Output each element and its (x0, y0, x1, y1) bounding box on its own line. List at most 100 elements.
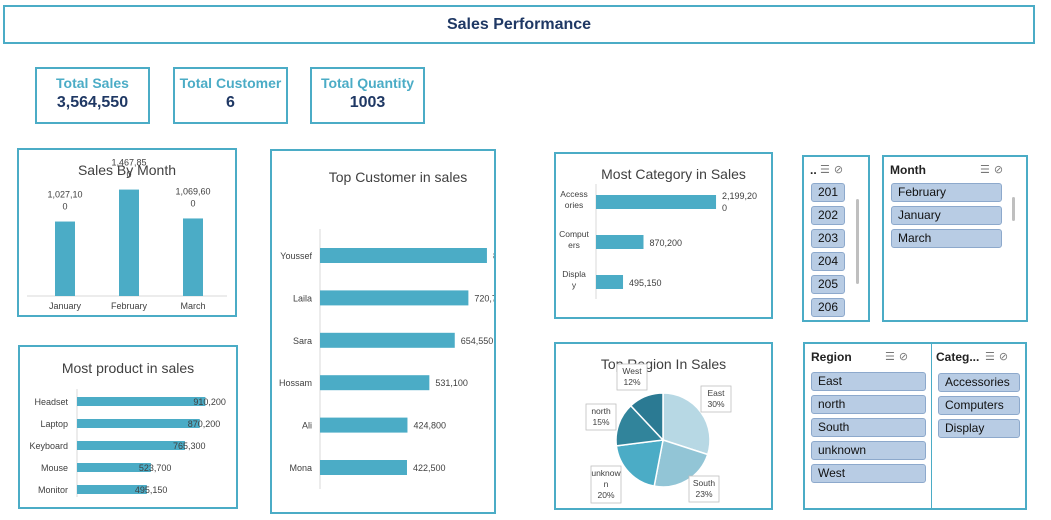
bar-mouse (77, 463, 151, 472)
slicer-item-year[interactable]: 203 (811, 229, 845, 248)
slicer-item-year[interactable]: 205 (811, 275, 845, 294)
chart-title: Most product in sales (61, 360, 195, 376)
bar-february (119, 189, 139, 296)
data-label-box (585, 403, 617, 431)
bar-category (596, 235, 644, 249)
slicer-toolbar: ☰⊘ (885, 350, 912, 363)
bar-hossam (320, 375, 430, 391)
slicer-scrollbar[interactable] (1012, 197, 1015, 221)
slicer-item-region[interactable]: West (811, 464, 926, 483)
multi-select-icon[interactable]: ☰ (885, 351, 899, 363)
slicer-header: .. (810, 163, 817, 177)
tick-label: March (180, 301, 205, 311)
clear-filter-icon[interactable]: ⊘ (993, 164, 1008, 176)
clear-filter-icon[interactable]: ⊘ (833, 164, 848, 176)
most-category-chart[interactable]: Most Category in Sales Access ories 2,199,… (554, 152, 773, 319)
sales-by-month-svg: 1,027,10 0 January 1,467,85 0 February 1,069,6… (27, 158, 227, 311)
bar-january (55, 221, 75, 296)
slicer-item-year[interactable]: 204 (811, 252, 845, 271)
tick-label: Ali (302, 421, 312, 431)
slicer-divider (931, 344, 932, 508)
data-label: 910,200 (193, 397, 226, 407)
kpi-value: 6 (226, 94, 235, 111)
clear-filter-icon[interactable]: ⊘ (998, 351, 1013, 363)
tick-label: Monitor (38, 485, 68, 495)
slicer-header: Month (890, 163, 926, 177)
kpi-value: 1003 (349, 94, 386, 111)
tick-label: Youssef (280, 251, 312, 261)
slicer-item-region[interactable]: South (811, 418, 926, 437)
slicer-item-year[interactable]: 201 (811, 183, 845, 202)
data-label: 422,500 (413, 463, 446, 473)
data-label: 495,150 (629, 278, 662, 288)
bar-youssef (320, 248, 487, 263)
data-label: East 30% (707, 388, 725, 409)
top-customer-chart[interactable]: Top Customer in sales Youssef 810,850 Lail… (270, 149, 496, 514)
tick-label: Displa y (562, 269, 586, 290)
multi-select-icon[interactable]: ☰ (980, 164, 994, 176)
kpi-total-sales: Total Sales 3,564,550 (35, 67, 150, 124)
tick-label: February (111, 301, 148, 311)
slicer-item-year[interactable]: 202 (811, 206, 845, 225)
top-region-svg: East 30% South 23% unknow n 20% north 15% West 12% (585, 363, 732, 504)
data-label: 870,200 (649, 238, 682, 248)
tick-label: Mona (289, 463, 312, 473)
bar-march (183, 218, 203, 296)
slicer-item-category[interactable]: Accessories (938, 373, 1020, 392)
slicer-item-region[interactable]: unknown (811, 441, 926, 460)
bar-ali (320, 417, 408, 433)
tick-label: Laptop (40, 419, 68, 429)
slicer-item-month[interactable]: March (891, 229, 1002, 248)
bar-laptop (77, 419, 200, 428)
tick-label: Headset (34, 397, 68, 407)
data-label: 810,850 (493, 251, 494, 261)
slicer-item-month[interactable]: January (891, 206, 1002, 225)
data-label: 654,550 (461, 336, 494, 346)
data-label: 1,027,10 0 (47, 190, 82, 212)
data-label: north 15% (591, 406, 611, 427)
slicer-item-region[interactable]: north (811, 395, 926, 414)
most-product-chart[interactable]: Most product in sales Headset 910,200 Lapt… (18, 345, 238, 509)
slicer-item-category[interactable]: Computers (938, 396, 1020, 415)
data-label-box (700, 385, 732, 413)
data-label: 523,700 (139, 463, 172, 473)
data-label-box (688, 475, 720, 503)
tick-label: Comput ers (559, 229, 589, 250)
tick-label: Access ories (560, 189, 587, 210)
data-label: 424,800 (413, 421, 446, 431)
multi-select-icon[interactable]: ☰ (820, 164, 834, 176)
kpi-label: Total Customer (179, 75, 282, 91)
kpi-total-customer: Total Customer 6 (173, 67, 288, 124)
tick-label: January (49, 301, 82, 311)
year-slicer: .. ☰⊘ 201 202 203 204 205 206 (802, 155, 870, 322)
data-label: 495,150 (135, 485, 168, 495)
multi-select-icon[interactable]: ☰ (985, 351, 999, 363)
data-label: unknow n 20% (591, 468, 621, 500)
slicer-item-region[interactable]: East (811, 372, 926, 391)
data-label: 870,200 (188, 419, 221, 429)
top-region-chart[interactable]: Top Region In Sales East 30% South 23% unkno… (554, 342, 773, 510)
slicer-scrollbar[interactable] (856, 199, 859, 284)
region-category-slicer-panel: Region ☰⊘ East north South unknown West … (803, 342, 1027, 510)
kpi-label: Total Sales (56, 75, 129, 91)
slice-unknown (615, 439, 664, 488)
kpi-label: Total Quantity (320, 75, 415, 91)
chart-title: Top Customer in sales (328, 169, 468, 185)
slicer-item-category[interactable]: Display (938, 419, 1020, 438)
data-label: 1,069,60 0 (175, 186, 210, 208)
kpi-value: 3,564,550 (56, 94, 129, 111)
data-label: 765,300 (173, 441, 206, 451)
clear-filter-icon[interactable]: ⊘ (898, 351, 913, 363)
sales-by-month-chart[interactable]: Sales By Month 1,027,10 0 January 1,467,85 0… (17, 148, 237, 317)
slicer-toolbar: ☰⊘ (985, 350, 1012, 363)
bar-laila (320, 290, 469, 306)
tick-label: Sara (293, 336, 312, 346)
chart-title: Sales By Month (77, 162, 177, 178)
slicer-header-region: Region (811, 350, 852, 364)
bar-category (596, 195, 717, 209)
tick-label: Hossam (279, 378, 312, 388)
data-label-box (616, 363, 648, 391)
slicer-item-year[interactable]: 206 (811, 298, 845, 317)
slicer-item-month[interactable]: February (891, 183, 1002, 202)
month-slicer: Month ☰⊘ February January March (882, 155, 1028, 322)
